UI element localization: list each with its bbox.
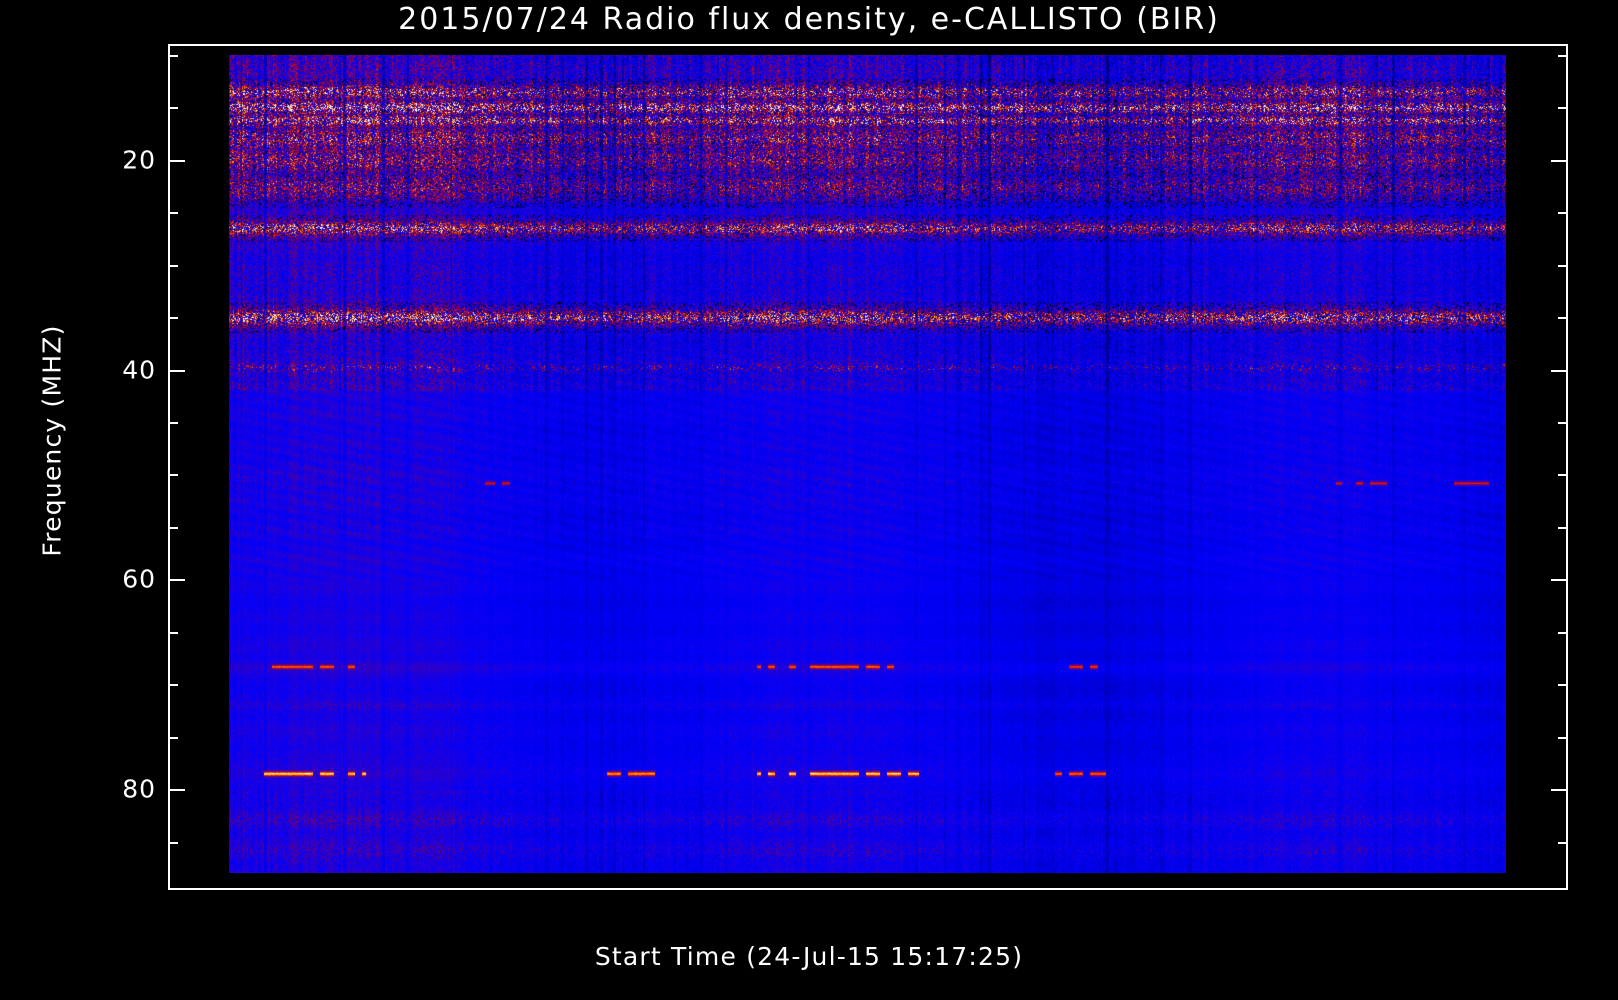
y-minor-tick — [168, 527, 178, 529]
y-major-tick-right — [1551, 160, 1568, 162]
y-minor-tick — [168, 474, 178, 476]
y-minor-tick-right — [1558, 527, 1568, 529]
y-minor-tick-right — [1558, 474, 1568, 476]
y-major-tick — [168, 789, 185, 791]
y-minor-tick-right — [1558, 737, 1568, 739]
y-major-tick — [168, 370, 185, 372]
y-minor-tick — [168, 265, 178, 267]
y-minor-tick-right — [1558, 632, 1568, 634]
y-minor-tick — [168, 632, 178, 634]
y-minor-tick — [168, 684, 178, 686]
y-major-tick-right — [1551, 789, 1568, 791]
spectrogram-canvas — [229, 55, 1506, 873]
y-minor-tick-right — [1558, 684, 1568, 686]
y-minor-tick-right — [1558, 842, 1568, 844]
y-minor-tick-right — [1558, 422, 1568, 424]
spectrogram-image — [229, 55, 1506, 873]
y-minor-tick — [168, 55, 178, 57]
y-major-tick — [168, 579, 185, 581]
y-minor-tick — [168, 212, 178, 214]
y-minor-tick-right — [1558, 265, 1568, 267]
y-tick-label: 20 — [122, 145, 156, 175]
y-tick-label: 60 — [122, 564, 156, 594]
y-tick-label: 40 — [122, 355, 156, 385]
plot-frame — [168, 44, 1568, 890]
y-major-tick-right — [1551, 579, 1568, 581]
y-minor-tick — [168, 422, 178, 424]
y-minor-tick-right — [1558, 55, 1568, 57]
y-major-tick — [168, 160, 185, 162]
page-title: 2015/07/24 Radio flux density, e-CALLIST… — [398, 2, 1220, 37]
y-tick-label: 80 — [122, 774, 156, 804]
y-minor-tick-right — [1558, 107, 1568, 109]
y-minor-tick — [168, 737, 178, 739]
y-minor-tick — [168, 317, 178, 319]
x-axis-title: Start Time (24-Jul-15 15:17:25) — [594, 942, 1024, 971]
y-axis-title: Frequency (MHZ) — [37, 324, 67, 557]
y-minor-tick — [168, 107, 178, 109]
y-minor-tick-right — [1558, 317, 1568, 319]
y-major-tick-right — [1551, 370, 1568, 372]
y-minor-tick-right — [1558, 212, 1568, 214]
y-minor-tick — [168, 842, 178, 844]
